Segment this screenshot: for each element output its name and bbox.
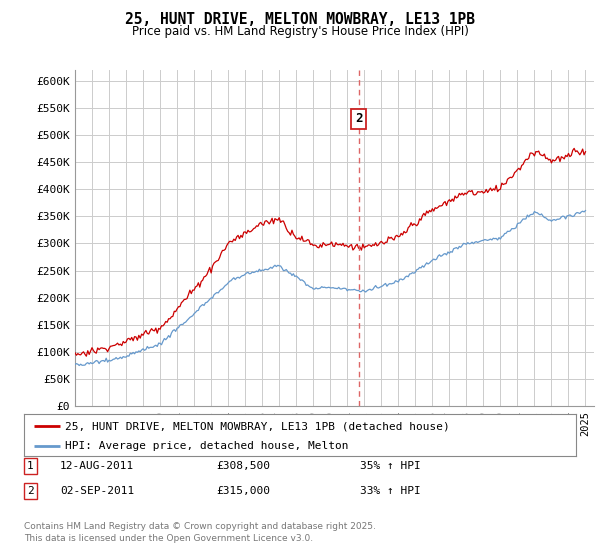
Text: 2: 2 — [27, 486, 34, 496]
Text: 25, HUNT DRIVE, MELTON MOWBRAY, LE13 1PB (detached house): 25, HUNT DRIVE, MELTON MOWBRAY, LE13 1PB… — [65, 421, 450, 431]
Text: 02-SEP-2011: 02-SEP-2011 — [60, 486, 134, 496]
Text: 1: 1 — [27, 461, 34, 471]
Text: £308,500: £308,500 — [216, 461, 270, 471]
Text: 35% ↑ HPI: 35% ↑ HPI — [360, 461, 421, 471]
Text: £315,000: £315,000 — [216, 486, 270, 496]
Text: 25, HUNT DRIVE, MELTON MOWBRAY, LE13 1PB: 25, HUNT DRIVE, MELTON MOWBRAY, LE13 1PB — [125, 12, 475, 27]
Text: Price paid vs. HM Land Registry's House Price Index (HPI): Price paid vs. HM Land Registry's House … — [131, 25, 469, 38]
Text: 2: 2 — [355, 112, 362, 125]
Text: HPI: Average price, detached house, Melton: HPI: Average price, detached house, Melt… — [65, 441, 349, 451]
Text: Contains HM Land Registry data © Crown copyright and database right 2025.
This d: Contains HM Land Registry data © Crown c… — [24, 522, 376, 543]
Text: 12-AUG-2011: 12-AUG-2011 — [60, 461, 134, 471]
Text: 33% ↑ HPI: 33% ↑ HPI — [360, 486, 421, 496]
